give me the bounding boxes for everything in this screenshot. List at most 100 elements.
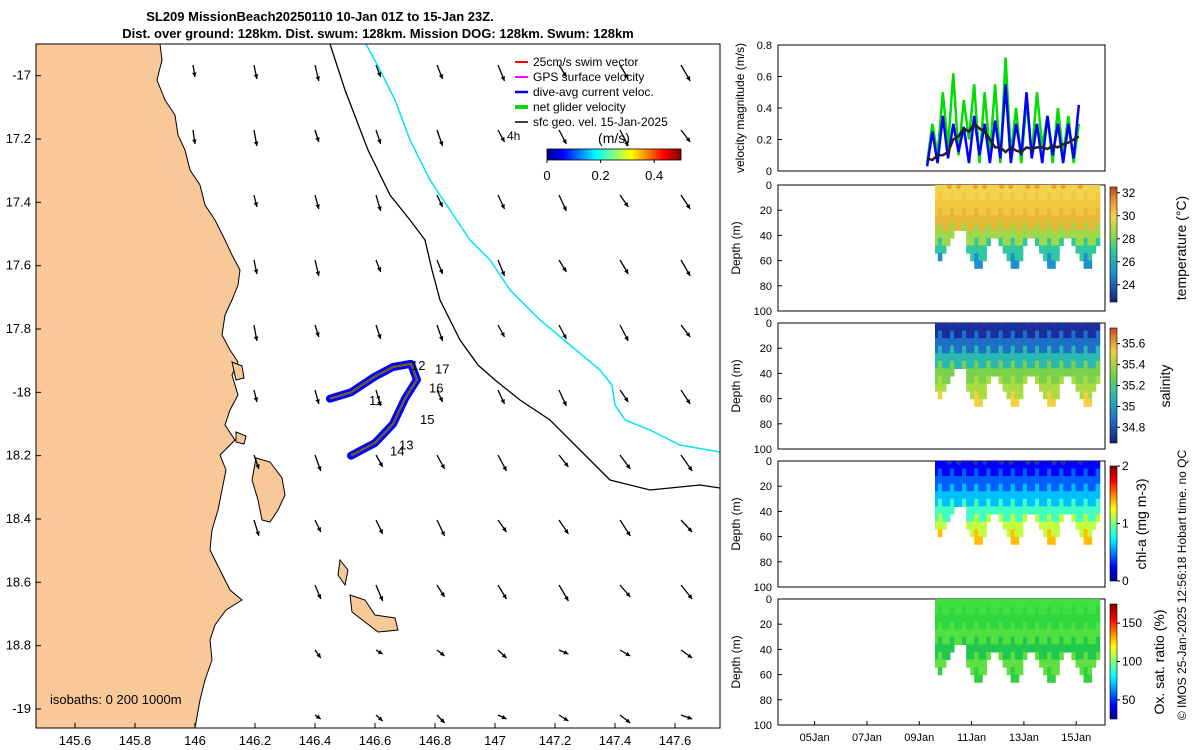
profile-cell [982,338,987,347]
profile-cell [1063,360,1068,369]
profile-cell [1051,391,1056,400]
profile-cell [998,353,1004,362]
profile-cell [974,383,979,392]
profile-cell [994,215,1000,224]
profile-cell [990,330,996,339]
profile-cell [1055,651,1060,661]
map-y-tick-label: 18.4 [6,511,31,526]
profile-cell [935,476,939,485]
profile-cell [1010,345,1016,354]
profile-cell [958,207,963,216]
profile-cell [962,483,967,492]
profile-cell [1030,468,1036,477]
profile-surface-dot [1025,599,1031,603]
profile-cell [954,468,959,477]
profile-cell [962,468,967,477]
profile-surface-dot [1060,185,1066,189]
profile-cell [1083,599,1089,608]
profile-cell [970,621,975,630]
profile-cell [937,651,943,661]
profile-cell [1087,506,1093,515]
profile-cell [1010,185,1016,194]
profile-cell [1010,521,1016,530]
profile-cell [1014,353,1020,362]
profile-cell [1034,621,1040,630]
profile-cell [1087,192,1093,201]
track-day-label: 16 [429,380,443,395]
profile-cell [1063,491,1068,500]
profile-cell [998,192,1004,201]
profile-cell [966,200,971,209]
profile-cell [1047,506,1052,515]
profile-cell [998,222,1004,231]
profile-cell [1091,521,1097,530]
profile-cell [1006,345,1012,354]
profile-cell [1002,614,1008,623]
profile-cell [1091,614,1097,623]
profile-cell [1095,629,1101,638]
profile-cell [941,498,947,507]
profile-cell [937,513,943,523]
map-x-tick-label: 147.4 [599,733,632,748]
profile-cell [998,375,1004,385]
profile-y-tick-label: 40 [760,644,772,656]
profile-cell [945,222,951,231]
profile-cell [966,651,971,661]
profile-cell [1079,323,1085,332]
profile-cell [1018,338,1024,347]
profile-cell [998,651,1004,661]
profile-cell [1026,483,1032,492]
profile-cell [1067,476,1072,485]
profile-cell [962,636,967,645]
profile-cell [962,606,967,615]
profile-cell [974,636,979,645]
profile-cell [966,498,971,507]
profile-cell [958,345,963,354]
map-x-tick-label: 147.6 [659,733,692,748]
profile-cell [1051,353,1056,362]
sfc-velocity-arrowhead [253,336,259,341]
time-tick-label: 11Jan [957,732,986,744]
profile-cell [1006,338,1012,347]
colorbar-tick-label: 35.4 [1122,358,1146,372]
profile-cell [1022,636,1028,645]
profile-cell [966,222,971,231]
profile-cell [945,230,951,239]
profile-cell [1071,345,1076,354]
profile-cell [1039,200,1044,209]
isobaths-label: isobaths: 0 200 1000m [50,692,182,707]
profile-cell [954,185,959,194]
profile-cell [1010,651,1016,661]
profile-cell [1083,237,1089,247]
profile-cell [974,529,979,538]
profile-cell [970,636,975,645]
profile-cell [986,323,991,332]
profile-cell [1055,599,1060,608]
profile-cell [1063,323,1068,332]
profile-cell [970,476,975,485]
sfc-velocity-arrowhead [562,267,567,272]
profile-cell [1091,506,1097,515]
time-tick-label: 05Jan [800,732,830,744]
profile-cell [1026,338,1032,347]
profile-cell [1014,614,1020,623]
map-x-tick-label: 145.8 [119,733,152,748]
profile-cell [1087,521,1093,530]
profile-cell [1091,323,1097,332]
profile-cell [1083,230,1089,239]
profile-cell [1063,468,1068,477]
profile-cell [970,253,975,262]
profile-cell [1043,200,1048,209]
profile-cell [1022,323,1028,332]
profile-cell [1018,230,1024,239]
profile-cell [1034,491,1040,500]
profile-cell [949,222,955,231]
map-x-tick-label: 146.2 [239,733,272,748]
profile-cell [1083,513,1089,523]
profile-cell [1051,491,1056,500]
profile-cell [1010,606,1016,615]
profile-surface-dot [1025,323,1031,327]
sfc-velocity-arrowhead [623,202,629,207]
track-swim-vector [329,363,418,457]
